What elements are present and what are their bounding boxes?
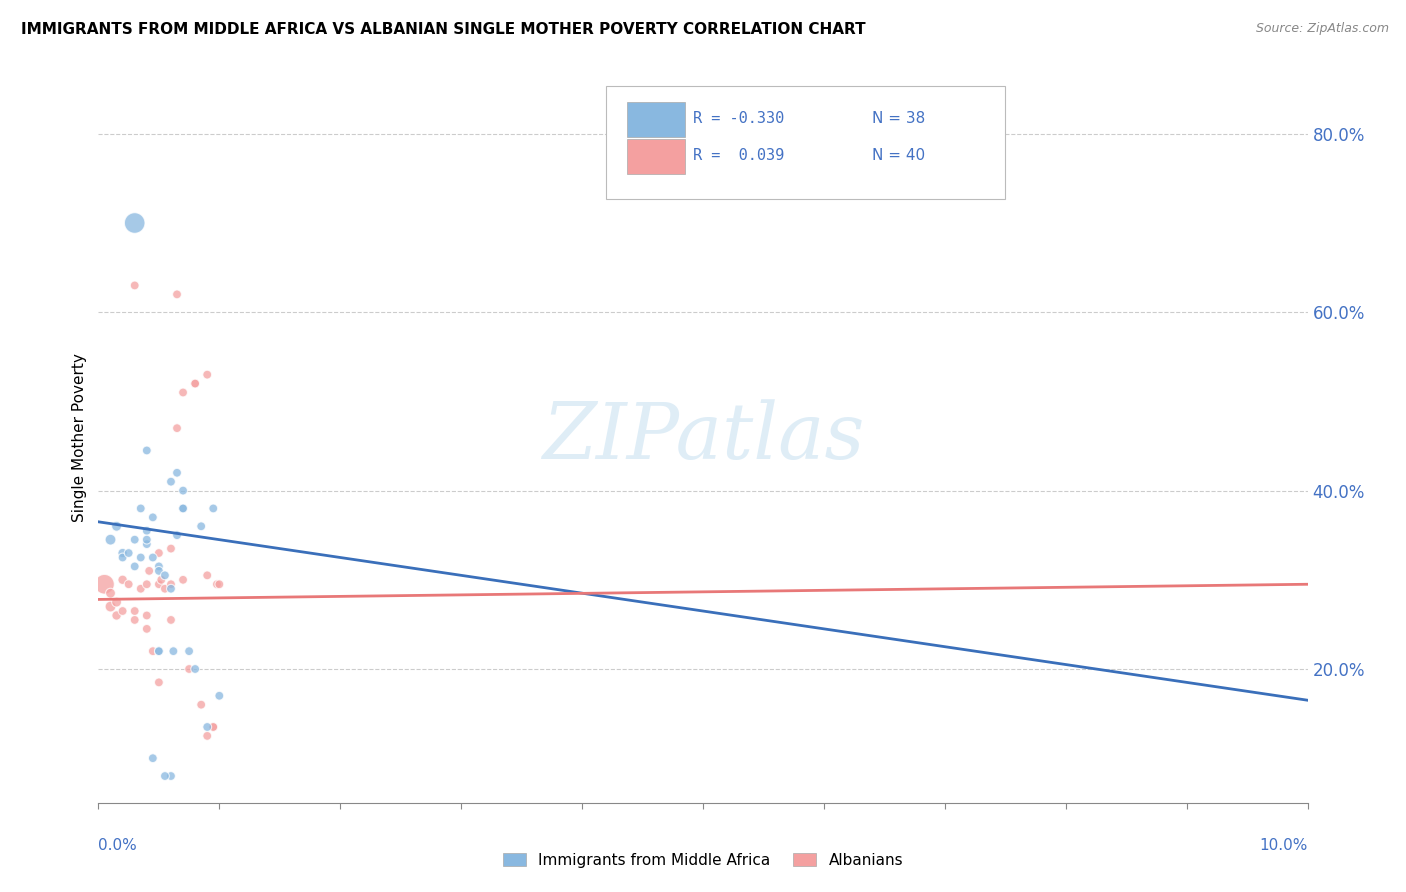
Point (135, 524, 157, 538)
Point (142, 510, 165, 524)
Point (100, 533, 122, 547)
Point (195, 729, 218, 743)
Point (142, 550, 165, 565)
Text: N = 40: N = 40 (872, 148, 925, 163)
Point (160, 582, 183, 596)
Point (129, 550, 152, 565)
Point (160, 577, 183, 591)
Point (148, 564, 170, 578)
Point (148, 644, 170, 658)
Point (166, 421, 188, 435)
Point (135, 622, 157, 636)
Point (153, 568, 176, 582)
Point (208, 577, 231, 591)
Point (190, 519, 212, 533)
Point (135, 443, 157, 458)
Point (195, 720, 218, 734)
Text: R = -0.330: R = -0.330 (693, 112, 785, 127)
Point (153, 769, 176, 783)
Point (150, 573, 173, 587)
Legend: Immigrants from Middle Africa, Albanians: Immigrants from Middle Africa, Albanians (495, 845, 911, 875)
Point (124, 613, 146, 627)
Point (162, 644, 184, 658)
Point (179, 644, 201, 658)
Point (148, 675, 170, 690)
Point (202, 501, 225, 516)
Point (172, 483, 194, 498)
FancyBboxPatch shape (606, 86, 1005, 200)
Text: R =  0.039: R = 0.039 (693, 148, 785, 163)
Point (195, 368, 218, 382)
Point (160, 769, 183, 783)
Point (184, 662, 207, 676)
Point (111, 546, 134, 560)
Point (100, 599, 122, 614)
Point (148, 559, 170, 574)
Point (148, 577, 170, 591)
Point (179, 662, 201, 676)
Point (105, 608, 128, 623)
Point (118, 546, 141, 560)
Point (208, 689, 231, 703)
Point (124, 559, 146, 574)
Point (190, 698, 212, 712)
Text: N = 38: N = 38 (872, 112, 925, 127)
Point (135, 537, 157, 551)
Point (195, 568, 218, 582)
Point (172, 573, 194, 587)
Point (166, 528, 188, 542)
Point (124, 533, 146, 547)
Text: 0.0%: 0.0% (98, 838, 138, 854)
Y-axis label: Single Mother Poverty: Single Mother Poverty (72, 352, 87, 522)
Point (93, 577, 115, 591)
Text: IMMIGRANTS FROM MIDDLE AFRICA VS ALBANIAN SINGLE MOTHER POVERTY CORRELATION CHAR: IMMIGRANTS FROM MIDDLE AFRICA VS ALBANIA… (21, 22, 866, 37)
Text: 10.0%: 10.0% (1260, 838, 1308, 854)
Point (142, 644, 165, 658)
Point (105, 595, 128, 609)
Text: Source: ZipAtlas.com: Source: ZipAtlas.com (1256, 22, 1389, 36)
Point (135, 533, 157, 547)
Point (202, 720, 225, 734)
Point (118, 577, 141, 591)
FancyBboxPatch shape (627, 102, 685, 137)
Point (172, 501, 194, 516)
Point (105, 519, 128, 533)
Point (153, 582, 176, 596)
Point (166, 287, 188, 301)
Point (160, 613, 183, 627)
FancyBboxPatch shape (627, 138, 685, 174)
Point (160, 541, 183, 556)
Point (148, 644, 170, 658)
Point (124, 604, 146, 618)
Point (172, 501, 194, 516)
Point (111, 604, 134, 618)
Point (135, 577, 157, 591)
Text: ZIPatlas: ZIPatlas (541, 399, 865, 475)
Point (111, 550, 134, 565)
Point (184, 376, 207, 391)
Point (129, 582, 152, 596)
Point (166, 466, 188, 480)
Point (160, 475, 183, 489)
Point (148, 546, 170, 560)
Point (100, 586, 122, 600)
Point (142, 751, 165, 765)
Point (205, 577, 228, 591)
Point (111, 573, 134, 587)
Point (202, 720, 225, 734)
Point (172, 385, 194, 400)
Point (129, 501, 152, 516)
Point (184, 376, 207, 391)
Point (138, 564, 160, 578)
Point (135, 608, 157, 623)
Point (124, 216, 146, 230)
Point (124, 278, 146, 293)
